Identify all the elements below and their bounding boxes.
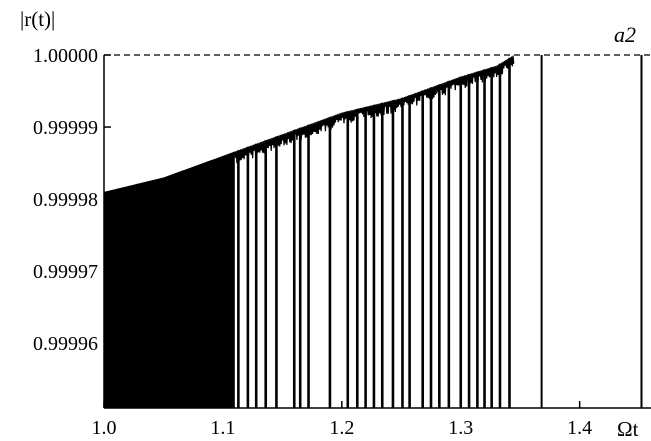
x-tick-label: 1.0 — [92, 417, 117, 439]
y-tick-label: 0.99997 — [33, 261, 98, 283]
x-tick-label: 1.3 — [448, 417, 473, 439]
x-tick-label: 1.4 — [567, 417, 592, 439]
y-axis-label: |r(t)| — [20, 7, 55, 31]
y-tick-label: 0.99998 — [33, 189, 98, 211]
y-tick-label: 0.99996 — [33, 333, 98, 355]
y-tick-label: 0.99999 — [33, 117, 98, 139]
axes: 1.00000 0.99999 0.99998 0.99997 0.99996 1.0 1.… — [33, 45, 651, 439]
x-tick-label: 1.2 — [329, 417, 354, 439]
x-axis-label: Ωt — [617, 417, 639, 441]
plot-area — [104, 55, 643, 408]
x-tick-label: 1.1 — [210, 417, 235, 439]
panel-label: a2 — [614, 22, 636, 47]
y-tick-label: 1.00000 — [33, 45, 98, 67]
signal-fill — [104, 151, 235, 408]
chart-labels: |r(t)| Ωt a2 — [20, 7, 639, 441]
